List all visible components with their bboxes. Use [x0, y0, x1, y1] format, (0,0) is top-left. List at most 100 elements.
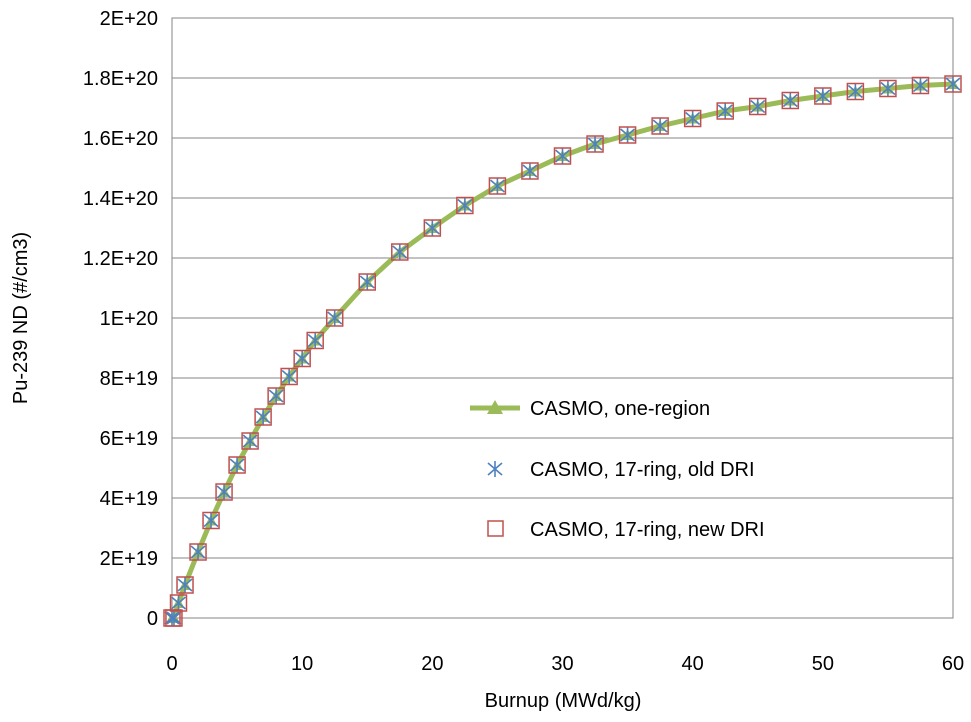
square-marker	[879, 79, 897, 98]
asterisk-marker	[177, 577, 193, 593]
square-marker	[358, 273, 376, 291]
asterisk-marker	[294, 350, 310, 367]
y-tick-label: 8E+19	[100, 368, 158, 390]
asterisk-marker	[750, 98, 766, 115]
asterisk-marker	[216, 484, 232, 500]
asterisk-marker	[424, 220, 440, 236]
y-tick-label: 1.6E+20	[83, 128, 158, 150]
square-marker	[280, 367, 298, 386]
legend-square-icon	[487, 520, 504, 537]
square-marker	[176, 576, 194, 594]
asterisk-marker	[815, 88, 831, 104]
series-layer	[163, 75, 962, 627]
square-marker	[456, 196, 474, 215]
legend-label-new-dri: CASMO, 17-ring, new DRI	[530, 519, 765, 541]
legend-label-one-region: CASMO, one-region	[530, 398, 710, 420]
y-tick-label: 4E+19	[100, 488, 158, 510]
x-tick-label: 40	[682, 653, 704, 675]
series-3	[163, 75, 962, 627]
asterisk-marker	[847, 83, 863, 100]
legend-item-old-dri: CASMO, 17-ring, old DRI	[487, 459, 755, 481]
square-marker	[749, 97, 767, 116]
asterisk-marker	[166, 610, 182, 626]
square-marker	[521, 162, 539, 180]
square-marker	[944, 75, 962, 93]
x-tick-label: 10	[291, 653, 313, 675]
square-marker	[488, 177, 507, 195]
square-marker	[814, 87, 832, 105]
x-tick-label: 30	[551, 653, 573, 675]
square-marker	[586, 135, 604, 153]
x-axis-title: Burnup (MWd/kg)	[485, 690, 642, 712]
square-marker	[293, 349, 311, 368]
y-tick-label: 1.8E+20	[83, 68, 158, 90]
asterisk-marker	[242, 433, 258, 449]
square-marker	[267, 387, 285, 405]
legend: CASMO, one-region CASMO, 17-ring, old DR…	[470, 398, 765, 541]
square-marker	[553, 147, 572, 165]
asterisk-marker	[685, 110, 701, 127]
legend-item-one-region: CASMO, one-region	[470, 398, 710, 420]
y-tick-label: 0	[147, 608, 158, 630]
asterisk-marker	[457, 197, 473, 214]
asterisk-marker	[327, 310, 343, 326]
square-marker	[241, 432, 259, 450]
square-marker	[423, 219, 442, 237]
legend-item-new-dri: CASMO, 17-ring, new DRI	[487, 519, 765, 541]
asterisk-marker	[489, 178, 505, 194]
square-marker	[781, 91, 800, 110]
square-marker	[169, 594, 188, 612]
asterisk-marker	[392, 244, 408, 260]
asterisk-marker	[307, 332, 323, 349]
square-marker	[651, 117, 669, 135]
square-marker	[215, 483, 233, 501]
square-marker	[683, 109, 702, 128]
asterisk-marker	[717, 103, 733, 119]
y-tick-label: 1E+20	[100, 308, 158, 330]
x-tick-label: 0	[166, 653, 177, 675]
square-marker	[165, 609, 183, 627]
asterisk-marker	[229, 457, 245, 473]
square-marker	[846, 82, 865, 101]
asterisk-marker	[880, 80, 896, 97]
asterisk-marker	[268, 388, 284, 404]
square-marker	[189, 543, 207, 561]
asterisk-marker	[587, 136, 603, 152]
asterisk-marker	[170, 595, 187, 611]
x-tick-label: 50	[812, 653, 834, 675]
asterisk-marker	[554, 148, 571, 164]
square-marker	[325, 309, 344, 327]
y-axis-title: Pu-239 ND (#/cm3)	[10, 232, 32, 404]
square-marker	[716, 102, 734, 120]
legend-asterisk-icon	[487, 461, 503, 477]
square-marker	[254, 408, 272, 426]
y-tick-label: 2E+20	[100, 8, 158, 30]
plot-area	[171, 17, 954, 619]
y-tick-label: 1.2E+20	[83, 248, 158, 270]
asterisk-marker	[620, 127, 636, 143]
asterisk-marker	[164, 610, 180, 626]
asterisk-marker	[945, 76, 961, 92]
square-marker	[911, 76, 930, 95]
y-tick-label: 2E+19	[100, 548, 158, 570]
asterisk-marker	[255, 409, 271, 425]
x-tick-label: 20	[421, 653, 443, 675]
legend-triangle-icon	[487, 400, 503, 414]
asterisk-marker	[912, 77, 928, 94]
y-tick-label: 6E+19	[100, 428, 158, 450]
y-tick-label: 1.4E+20	[83, 188, 158, 210]
asterisk-marker	[190, 544, 206, 560]
asterisk-marker	[281, 368, 297, 385]
asterisk-marker	[203, 512, 219, 529]
square-marker	[391, 243, 409, 261]
square-marker	[306, 331, 324, 350]
tick-labels: 0 2E+19 4E+19 6E+19 8E+19 1E+20 1.2E+20 1.4E+20…	[83, 8, 964, 675]
x-tick-label: 60	[942, 653, 964, 675]
square-marker	[618, 126, 637, 144]
asterisk-marker	[782, 92, 798, 109]
series-line	[171, 81, 954, 621]
square-marker	[202, 511, 220, 530]
asterisk-marker	[652, 118, 668, 134]
square-marker	[228, 456, 246, 474]
